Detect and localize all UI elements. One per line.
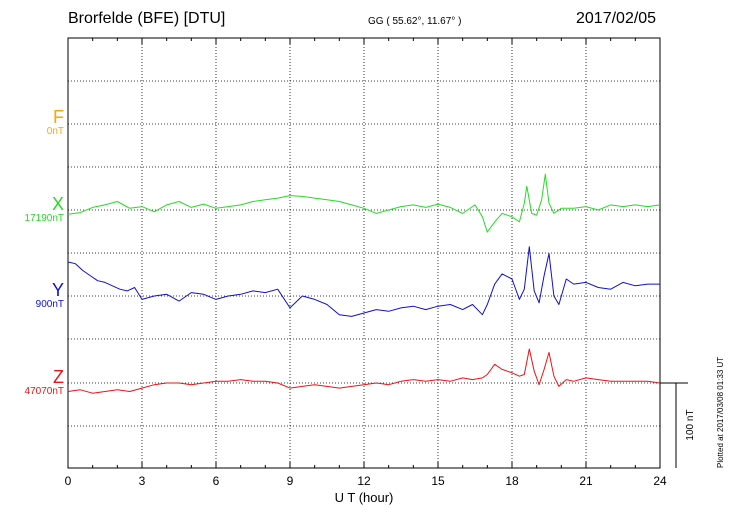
x-axis-label: U T (hour) xyxy=(335,490,394,505)
component-y-baseline: 900nT xyxy=(35,299,64,310)
component-y-label: Y 900nT xyxy=(4,281,64,311)
component-z-label: Z 47070nT xyxy=(4,368,64,398)
series-x-line xyxy=(67,173,661,233)
component-f-label: F 0nT xyxy=(4,108,64,138)
x-axis-ticks xyxy=(67,38,661,468)
x-tick-label: 9 xyxy=(287,474,294,488)
series-z-line xyxy=(67,348,661,394)
grid-lines xyxy=(68,38,660,468)
component-z-baseline: 47070nT xyxy=(24,386,64,397)
x-tick-label: 0 xyxy=(65,474,72,488)
component-f-name: F xyxy=(53,107,64,127)
scale-bar-label: 100 nT xyxy=(685,409,696,440)
series-y-line xyxy=(67,246,660,317)
component-f-baseline: 0nT xyxy=(46,126,64,137)
plotted-timestamp: Plotted at 2017/03/08 01:33 UT xyxy=(716,356,725,468)
x-tick-label: 12 xyxy=(357,474,371,488)
x-tick-label: 21 xyxy=(579,474,593,488)
scale-bar: 100 nT xyxy=(660,382,696,468)
plot-frame xyxy=(67,37,661,469)
geographic-coordinates: GG ( 55.62°, 11.67° ) xyxy=(368,16,462,27)
x-tick-label: 6 xyxy=(213,474,220,488)
x-tick-labels: 0 3 6 9 12 15 18 21 24 xyxy=(65,474,667,488)
component-z-name: Z xyxy=(53,367,64,387)
series-lines xyxy=(67,173,661,394)
component-x-label: X 17190nT xyxy=(4,195,64,225)
x-tick-label: 3 xyxy=(139,474,146,488)
component-y-name: Y xyxy=(51,280,64,300)
component-x-name: X xyxy=(51,194,64,214)
x-tick-label: 18 xyxy=(505,474,519,488)
component-x-baseline: 17190nT xyxy=(24,213,64,224)
station-title: Brorfelde (BFE) [DTU] xyxy=(68,10,226,27)
plot-date: 2017/02/05 xyxy=(576,10,657,27)
x-tick-label: 24 xyxy=(653,474,667,488)
x-tick-label: 15 xyxy=(431,474,445,488)
